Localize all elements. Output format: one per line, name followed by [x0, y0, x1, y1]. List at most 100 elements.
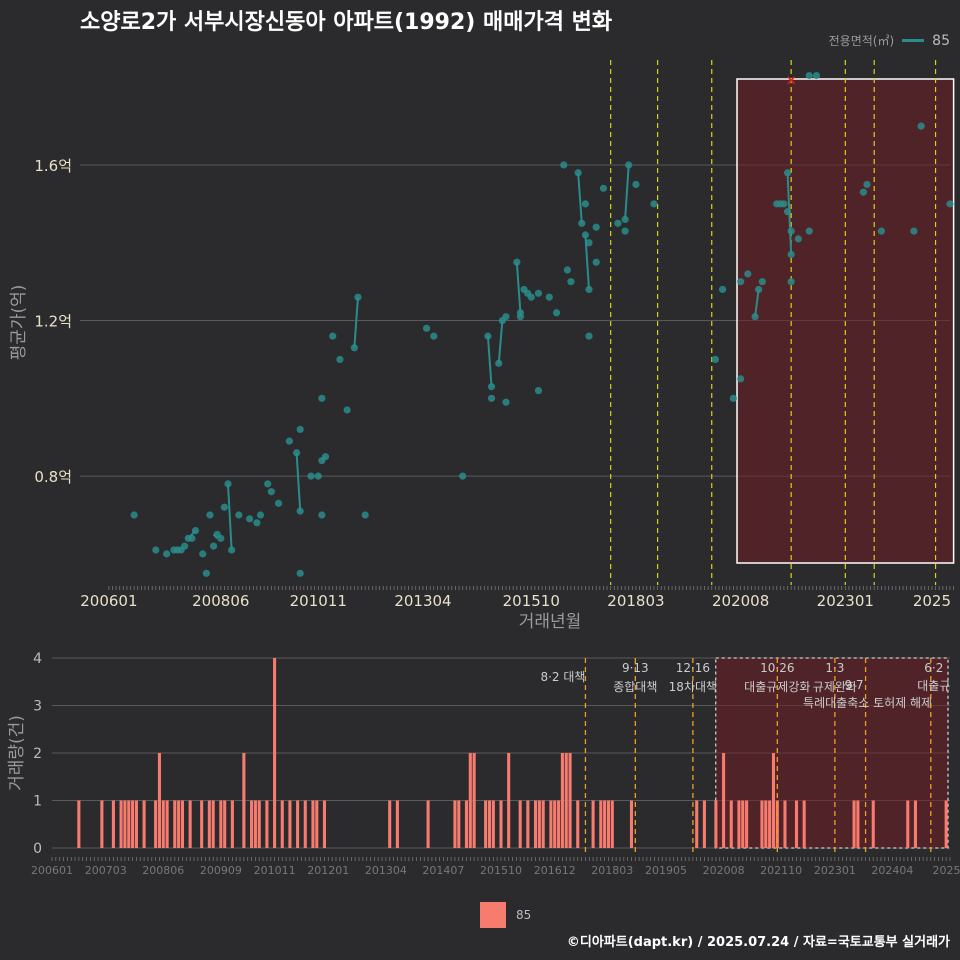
data-point	[264, 480, 272, 488]
volume-bar	[549, 800, 553, 848]
volume-bar	[180, 800, 185, 848]
data-point	[751, 313, 759, 321]
volume-bar	[557, 800, 561, 848]
data-point	[787, 227, 795, 235]
data-point	[729, 394, 738, 402]
data-point	[534, 386, 543, 395]
data-point	[274, 499, 283, 507]
data-point	[545, 293, 553, 301]
data-point	[354, 293, 362, 301]
x-tick-label: 202008	[703, 864, 745, 877]
policy-label: 대출규	[917, 679, 950, 693]
volume-bar	[111, 800, 115, 848]
data-point	[430, 332, 438, 340]
series-segment	[577, 172, 583, 224]
volume-bar	[211, 800, 215, 848]
data-point	[563, 266, 571, 274]
data-point	[267, 488, 275, 496]
volume-bar	[188, 800, 192, 848]
volume-bar	[553, 800, 557, 848]
x-tick-label: 201612	[534, 864, 576, 877]
data-point	[422, 324, 431, 332]
x-tick-label: 201803	[607, 592, 664, 610]
volume-bar	[507, 753, 511, 848]
volume-bar	[200, 800, 204, 848]
data-point	[502, 313, 510, 321]
volume-bar	[223, 800, 227, 848]
x-tick-label: 2025	[913, 592, 951, 610]
y-tick-label: 3	[33, 699, 42, 715]
data-point	[206, 511, 214, 519]
volume-bar	[273, 658, 277, 848]
x-tick-label: 201011	[254, 864, 296, 877]
volume-bar	[426, 800, 430, 848]
volume-bar	[737, 800, 741, 848]
data-point	[296, 569, 304, 577]
data-point	[163, 550, 171, 558]
data-point	[220, 503, 228, 511]
volume-bar	[741, 800, 745, 848]
volume-bar	[541, 800, 545, 848]
volume-bar	[484, 800, 488, 848]
volume-bar	[729, 800, 733, 848]
data-point	[487, 383, 496, 391]
data-point	[585, 239, 593, 247]
x-tick-label: 202404	[871, 864, 913, 877]
volume-bar	[253, 800, 257, 848]
data-point	[350, 344, 358, 352]
volume-bar	[603, 800, 607, 848]
data-point	[805, 227, 813, 235]
volume-bar	[534, 800, 538, 848]
volume-bar	[722, 753, 726, 848]
x-tick-label: 202110	[760, 864, 802, 877]
volume-bar	[453, 800, 457, 848]
data-point	[318, 394, 326, 402]
volume-bar	[127, 800, 131, 848]
data-point	[755, 285, 763, 294]
volume-bar	[388, 800, 392, 848]
data-point	[599, 184, 608, 192]
volume-bar	[760, 800, 764, 848]
data-point	[495, 359, 503, 367]
data-point	[484, 332, 492, 340]
volume-bar	[491, 800, 495, 848]
series-segment	[227, 483, 233, 551]
x-tick-label: 200601	[80, 592, 137, 610]
data-point	[329, 332, 337, 340]
volume-bar	[771, 753, 776, 848]
policy-label: 18차대책	[669, 679, 717, 694]
volume-bar	[173, 800, 177, 848]
volume-bar	[576, 800, 580, 848]
data-point	[314, 472, 322, 480]
legend-line-icon	[902, 39, 925, 42]
volume-bar	[303, 800, 307, 848]
y-tick-label: 2	[33, 746, 42, 762]
volume-bar	[518, 800, 522, 848]
data-point	[296, 425, 304, 434]
data-point	[202, 569, 210, 577]
x-tick-label: 20250	[933, 864, 960, 877]
volume-bar	[944, 800, 948, 848]
policy-date: 9·13	[622, 661, 649, 675]
volume-bar	[315, 800, 319, 848]
data-point	[632, 180, 640, 189]
data-point	[946, 200, 954, 208]
y-tick-label: 4	[33, 651, 42, 667]
volume-bar	[242, 753, 246, 848]
volume-bar	[250, 800, 254, 848]
data-point	[758, 278, 766, 286]
legend-bottom: 85	[480, 902, 531, 928]
data-point	[343, 406, 351, 414]
data-point	[592, 223, 600, 231]
y-tick-label: 1.2억	[34, 313, 72, 331]
volume-bar	[157, 753, 161, 848]
data-point	[581, 231, 589, 239]
volume-bar	[610, 800, 614, 848]
policy-date: 1·3	[825, 661, 844, 675]
volume-bar	[464, 800, 468, 848]
x-tick-label: 201011	[290, 592, 347, 610]
volume-bar	[207, 800, 211, 848]
volume-bar	[745, 800, 749, 848]
series-segment	[497, 320, 504, 364]
